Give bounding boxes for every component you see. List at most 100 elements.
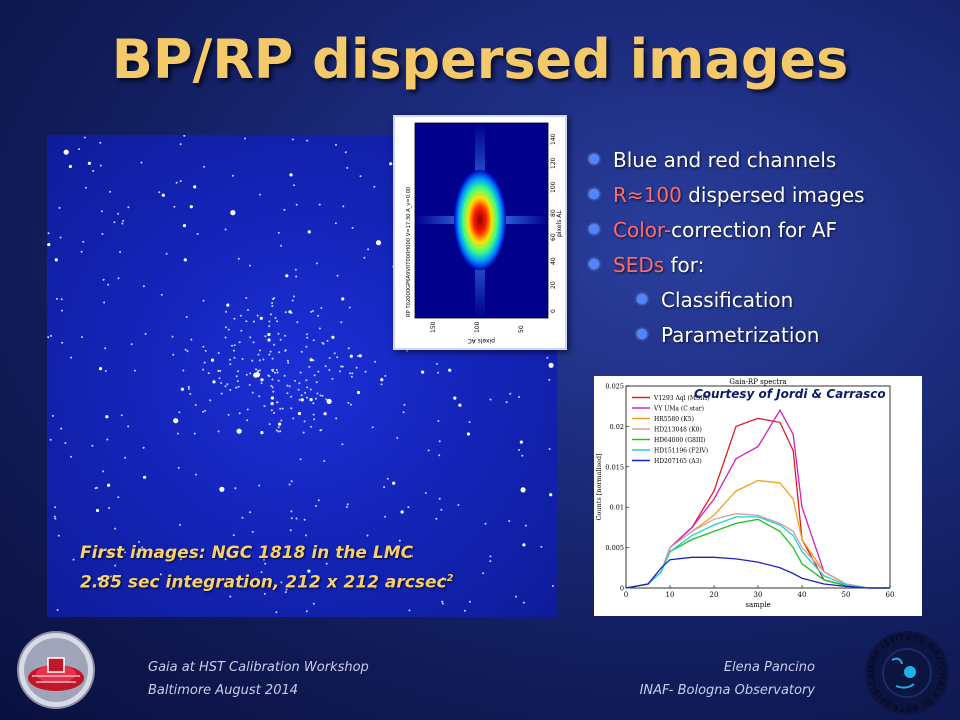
star bbox=[302, 431, 305, 434]
star bbox=[229, 389, 232, 391]
star bbox=[262, 358, 265, 361]
star bbox=[50, 334, 52, 337]
star bbox=[260, 571, 263, 574]
star bbox=[187, 387, 190, 390]
star bbox=[520, 487, 526, 493]
star bbox=[437, 420, 440, 422]
star bbox=[270, 384, 273, 387]
star bbox=[63, 149, 69, 155]
star bbox=[54, 506, 57, 509]
star bbox=[195, 473, 198, 476]
star bbox=[70, 356, 73, 359]
star bbox=[312, 359, 315, 362]
star bbox=[551, 585, 554, 587]
star bbox=[102, 278, 105, 281]
star bbox=[279, 407, 282, 410]
star bbox=[196, 233, 199, 235]
star bbox=[180, 387, 184, 391]
star bbox=[284, 349, 287, 352]
star bbox=[68, 164, 72, 169]
star bbox=[230, 210, 236, 216]
star bbox=[306, 139, 309, 142]
star bbox=[237, 385, 240, 388]
sub-bullet-text: Parametrization bbox=[661, 323, 820, 347]
inset-y-tick: 40 bbox=[550, 257, 557, 265]
star bbox=[170, 587, 173, 590]
star bbox=[314, 505, 317, 507]
workshop-date: Baltimore August 2014 bbox=[148, 683, 299, 698]
star bbox=[346, 166, 349, 169]
bullet-dot-icon bbox=[637, 294, 647, 304]
star bbox=[291, 138, 294, 141]
star bbox=[287, 361, 290, 364]
star bbox=[351, 372, 354, 375]
star bbox=[290, 480, 293, 483]
star bbox=[204, 349, 207, 352]
series-line bbox=[625, 479, 890, 589]
footer-left: Gaia at HST Calibration Workshop Baltimo… bbox=[148, 656, 369, 702]
star bbox=[119, 251, 122, 254]
caption-line-1: First images: NGC 1818 in the LMC bbox=[80, 543, 414, 563]
star bbox=[179, 143, 182, 146]
star bbox=[220, 382, 223, 384]
star bbox=[194, 404, 197, 406]
star bbox=[389, 162, 393, 166]
star bbox=[295, 517, 298, 520]
star bbox=[175, 181, 178, 184]
star bbox=[60, 298, 63, 301]
star bbox=[105, 415, 109, 419]
star bbox=[235, 386, 238, 389]
y-tick-label: 0 bbox=[620, 585, 624, 593]
star bbox=[269, 313, 272, 316]
bullet-item: SEDs for: bbox=[587, 251, 947, 286]
star bbox=[326, 398, 332, 404]
star bbox=[383, 486, 386, 489]
star bbox=[277, 426, 280, 429]
star bbox=[325, 562, 328, 565]
star bbox=[91, 444, 94, 447]
star bbox=[72, 558, 75, 561]
star bbox=[316, 392, 319, 395]
star bbox=[135, 553, 138, 556]
star bbox=[277, 231, 280, 234]
star bbox=[306, 336, 309, 339]
star bbox=[546, 356, 549, 359]
star bbox=[277, 379, 280, 382]
star bbox=[333, 352, 336, 355]
star bbox=[312, 402, 315, 405]
star bbox=[299, 371, 302, 374]
star bbox=[284, 334, 286, 337]
star bbox=[231, 174, 234, 177]
star bbox=[548, 378, 551, 381]
star bbox=[400, 510, 404, 514]
chart-credit: Courtesy of Jordi & Carrasco bbox=[694, 387, 886, 401]
star bbox=[290, 510, 293, 513]
bp-rp-dispersed-plot: 0 20 40 60 80 100 120 140 pixels AL 150 … bbox=[406, 122, 563, 344]
star bbox=[318, 327, 321, 330]
star bbox=[268, 353, 271, 356]
star bbox=[190, 338, 193, 341]
star bbox=[275, 369, 278, 371]
star bbox=[291, 299, 294, 302]
star bbox=[272, 390, 275, 393]
series-line bbox=[625, 518, 890, 589]
star bbox=[107, 483, 111, 487]
star bbox=[245, 297, 248, 299]
star bbox=[84, 186, 87, 189]
star bbox=[396, 436, 399, 439]
star bbox=[407, 506, 410, 509]
star bbox=[300, 398, 304, 402]
star bbox=[127, 425, 130, 428]
bullet-dot-icon bbox=[589, 259, 599, 269]
star bbox=[267, 332, 271, 337]
star bbox=[234, 487, 237, 490]
star bbox=[276, 371, 279, 374]
star bbox=[187, 584, 191, 588]
star bbox=[278, 422, 282, 426]
inset-y-tick: 120 bbox=[550, 157, 557, 169]
star bbox=[316, 584, 319, 587]
star bbox=[258, 193, 261, 196]
star bbox=[212, 380, 216, 384]
star bbox=[297, 411, 302, 416]
star bbox=[56, 297, 58, 300]
